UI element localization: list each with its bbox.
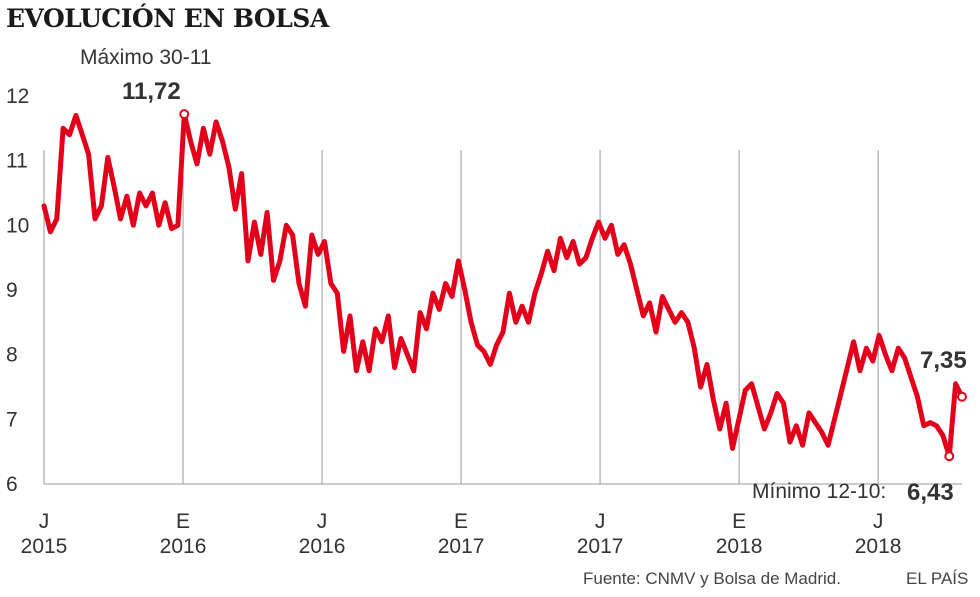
y-tick-label: 12 xyxy=(6,85,29,108)
y-tick-label: 11 xyxy=(6,150,28,173)
y-tick-label: 10 xyxy=(6,214,29,237)
min-point-marker xyxy=(944,451,955,462)
y-tick-label: 8 xyxy=(6,344,18,367)
x-tick-month: E xyxy=(732,510,746,533)
max-annotation-label: Máximo 30-11 xyxy=(80,46,212,69)
x-tick-month: J xyxy=(39,510,50,533)
min-annotation-value: 6,43 xyxy=(907,479,954,506)
x-tick-year: 2015 xyxy=(21,535,68,558)
x-tick-year: 2016 xyxy=(160,535,207,558)
x-tick-month: J xyxy=(317,510,328,533)
credit: EL PAÍS xyxy=(906,569,968,588)
last-point-marker xyxy=(957,391,967,402)
x-tick-year: 2018 xyxy=(855,535,902,558)
y-tick-label: 6 xyxy=(6,473,18,496)
price-line xyxy=(41,111,965,459)
x-tick-month: E xyxy=(454,510,468,533)
chart-title: EVOLUCIÓN EN BOLSA xyxy=(6,4,329,33)
vertical-gridlines xyxy=(43,150,879,484)
max-annotation-value: 11,72 xyxy=(122,78,181,105)
x-tick-year: 2017 xyxy=(438,535,485,558)
x-tick-year: 2017 xyxy=(577,535,624,558)
x-tick-month: J xyxy=(873,510,884,533)
max-point-marker xyxy=(179,109,190,120)
y-axis-ticks: 6 7 8 9 10 11 12 xyxy=(6,85,29,496)
x-tick-year: 2016 xyxy=(299,535,346,558)
source-note: Fuente: CNMV y Bolsa de Madrid. xyxy=(583,569,841,588)
y-tick-label: 7 xyxy=(6,408,18,431)
x-tick-month: J xyxy=(595,510,606,533)
x-tick-year: 2018 xyxy=(716,535,763,558)
x-tick-month: E xyxy=(176,510,190,533)
last-value-label: 7,35 xyxy=(920,347,967,374)
y-tick-label: 9 xyxy=(6,279,18,302)
min-annotation-label: Mínimo 12-10: xyxy=(752,480,886,503)
